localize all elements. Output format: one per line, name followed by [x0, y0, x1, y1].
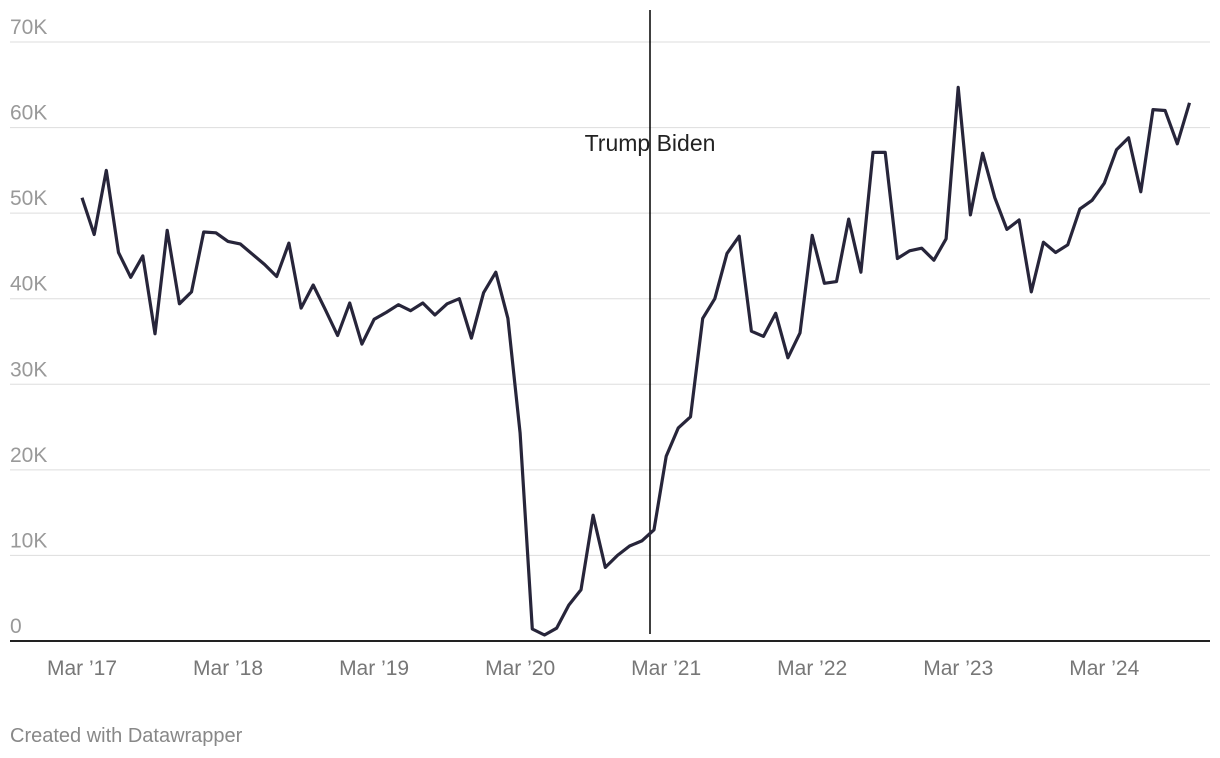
y-tick-label: 20K: [10, 444, 47, 467]
x-tick-label: Mar ’18: [193, 657, 263, 680]
x-tick-label: Mar ’21: [631, 657, 701, 680]
y-tick-label: 10K: [10, 529, 47, 552]
y-tick-label: 30K: [10, 358, 47, 381]
line-series: [80, 85, 1192, 637]
y-tick-label: 40K: [10, 273, 47, 296]
y-tick-label: 0: [10, 615, 22, 638]
x-tick-label: Mar ’19: [339, 657, 409, 680]
x-tick-label: Mar ’22: [777, 657, 847, 680]
x-tick-label: Mar ’23: [923, 657, 993, 680]
annotation: Trump Biden: [585, 130, 716, 156]
y-tick-label: 60K: [10, 102, 47, 125]
footer: Created with Datawrapper: [10, 725, 243, 747]
y-tick-label: 70K: [10, 16, 47, 39]
x-tick-label: Mar ’24: [1069, 657, 1139, 680]
y-tick-label: 50K: [10, 187, 47, 210]
x-tick-label: Mar ’17: [47, 657, 117, 680]
x-tick-label: Mar ’20: [485, 657, 555, 680]
